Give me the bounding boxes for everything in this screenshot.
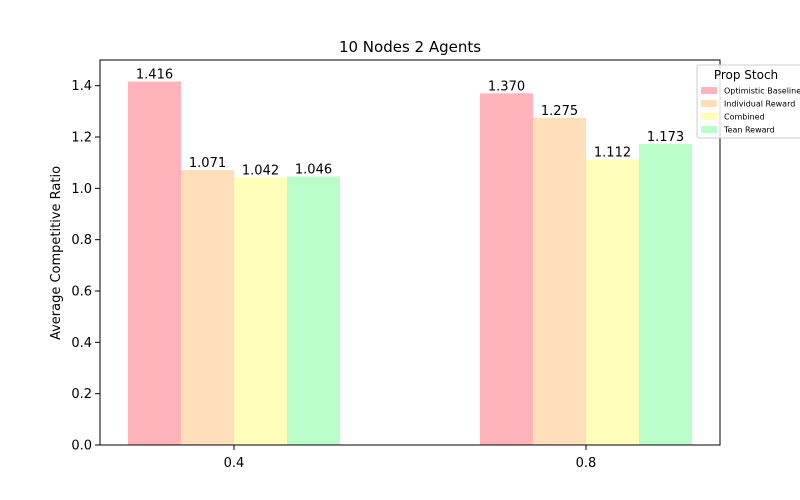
legend: Prop Stoch Optimistic Baseline Individual… [696, 64, 800, 139]
bar [533, 117, 586, 445]
bar-value-label: 1.370 [488, 79, 525, 94]
x-tick-label: 0.8 [576, 456, 597, 471]
x-tick-label: 0.4 [224, 456, 245, 471]
y-tick-label: 1.0 [71, 182, 92, 197]
y-tick-label: 0.4 [71, 336, 92, 351]
bar-value-label: 1.112 [594, 146, 631, 161]
legend-swatch [701, 113, 717, 120]
legend-box [696, 64, 800, 139]
bar-value-label: 1.416 [136, 68, 173, 83]
y-tick-label: 0.2 [71, 387, 92, 402]
bar [287, 176, 340, 445]
bar-value-label: 1.042 [242, 164, 279, 179]
bar-value-label: 1.275 [541, 104, 578, 119]
bar-value-label: 1.071 [189, 156, 226, 171]
bar [586, 159, 639, 445]
legend-swatch [701, 87, 717, 94]
y-tick-label: 1.4 [71, 79, 92, 94]
legend-swatch [701, 100, 717, 107]
bar [234, 177, 287, 445]
y-tick-label: 0.0 [71, 439, 92, 454]
legend-swatch [701, 126, 717, 133]
y-axis-label: Average Competitive Ratio [49, 166, 64, 340]
legend-title: Prop Stoch [714, 68, 778, 82]
bar-value-label: 1.173 [647, 130, 684, 145]
bar [480, 93, 533, 445]
bar [128, 81, 181, 445]
y-tick-label: 1.2 [71, 131, 92, 146]
y-tick-label: 0.6 [71, 285, 92, 300]
bar [639, 143, 692, 445]
plot-frame [99, 59, 721, 446]
y-tick-label: 0.8 [71, 233, 92, 248]
bar-value-label: 1.046 [295, 163, 332, 178]
legend-label: Individual Reward [724, 100, 795, 109]
chart-title: 10 Nodes 2 Agents [339, 38, 481, 56]
legend-label: Tean Reward [723, 126, 775, 135]
plot-area: 0.0 0.2 0.4 0.6 0.8 1.0 1.2 1.4 0.4 1.416 1.071 1.0… [71, 68, 692, 471]
legend-label: Optimistic Baseline [724, 87, 800, 96]
bar [181, 170, 234, 446]
legend-label: Combined [724, 113, 765, 122]
